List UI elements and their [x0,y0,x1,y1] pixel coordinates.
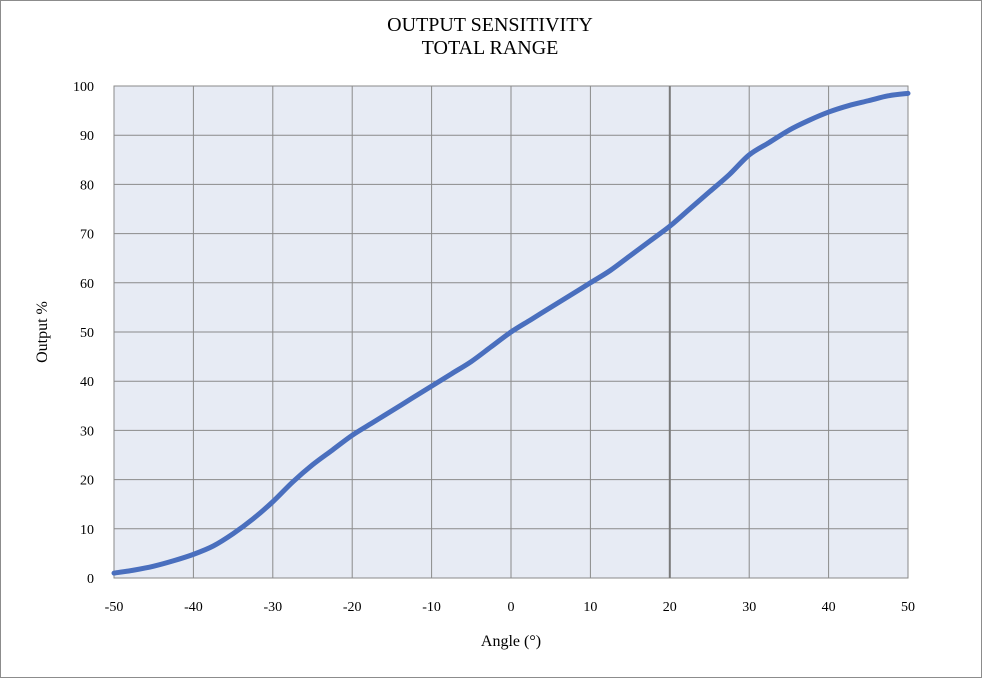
series-line-0 [111,90,911,576]
chart-title-block: OUTPUT SENSITIVITY TOTAL RANGE [0,14,980,60]
y-tick-label: 30 [80,424,94,439]
y-tick-labels: 0 10 20 30 40 50 60 70 80 90 100 [73,80,94,587]
y-tick-label: 80 [80,178,94,193]
x-tick-label: 10 [583,600,597,615]
y-tick-label: 60 [80,277,94,292]
x-tick-label: 0 [508,600,515,615]
y-tick-label: 100 [73,80,94,95]
chart-title: OUTPUT SENSITIVITY [387,14,593,36]
x-tick-label: -50 [105,600,124,615]
series-group [111,90,911,576]
chart-subtitle: TOTAL RANGE [421,37,559,59]
y-tick-label: 90 [80,129,94,144]
y-tick-label: 20 [80,474,94,489]
x-tick-labels: -50 -40 -30 -20 -10 0 10 20 30 40 50 [105,600,915,615]
y-tick-label: 50 [80,326,94,341]
y-tick-label: 70 [80,228,94,243]
x-tick-label: 50 [901,600,915,615]
y-axis-label: Output % [34,301,51,363]
x-tick-label: -30 [263,600,282,615]
y-tick-label: 0 [87,572,94,587]
y-tick-label: 40 [80,375,94,390]
grid-lines [113,85,909,579]
x-tick-label: -10 [422,600,441,615]
x-tick-label: -20 [343,600,362,615]
x-tick-label: 30 [742,600,756,615]
x-tick-label: 20 [663,600,677,615]
x-tick-label: -40 [184,600,203,615]
x-axis-label: Angle (°) [481,633,541,650]
y-tick-label: 10 [80,523,94,538]
x-tick-label: 40 [822,600,836,615]
plot-border [113,85,909,579]
